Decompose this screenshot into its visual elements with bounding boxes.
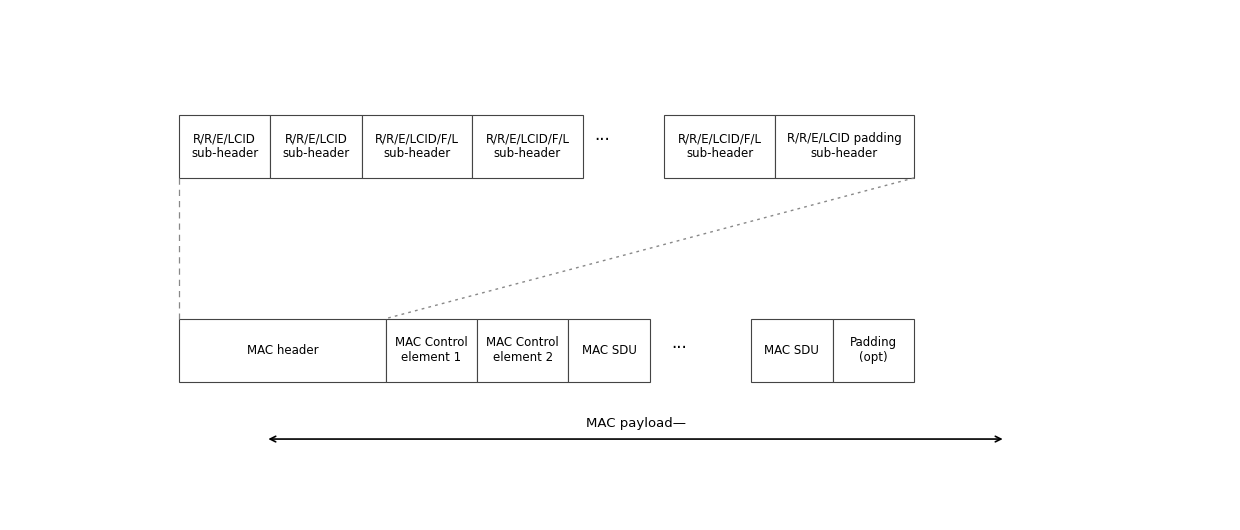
Text: MAC payload—: MAC payload— (585, 417, 686, 430)
Text: R/R/E/LCID
sub-header: R/R/E/LCID sub-header (191, 132, 258, 160)
Text: R/R/E/LCID/F/L
sub-header: R/R/E/LCID/F/L sub-header (374, 132, 459, 160)
Text: R/R/E/LCID
sub-header: R/R/E/LCID sub-header (283, 132, 350, 160)
Text: ...: ... (594, 126, 610, 144)
Bar (179, 114, 270, 178)
Bar (751, 319, 832, 382)
Text: MAC header: MAC header (247, 344, 319, 357)
Bar (386, 319, 477, 382)
Bar (477, 319, 568, 382)
Bar (362, 114, 472, 178)
Text: R/R/E/LCID/F/L
sub-header: R/R/E/LCID/F/L sub-header (677, 132, 761, 160)
Bar (179, 319, 386, 382)
Text: MAC SDU: MAC SDU (582, 344, 636, 357)
Bar (775, 114, 914, 178)
Bar (665, 114, 775, 178)
Text: MAC Control
element 1: MAC Control element 1 (394, 337, 467, 364)
Bar (832, 319, 914, 382)
Text: R/R/E/LCID padding
sub-header: R/R/E/LCID padding sub-header (787, 132, 901, 160)
Text: MAC SDU: MAC SDU (764, 344, 820, 357)
Text: MAC Control
element 2: MAC Control element 2 (486, 337, 559, 364)
Text: Padding
(opt): Padding (opt) (849, 337, 897, 364)
Bar (472, 114, 583, 178)
Bar (270, 114, 362, 178)
Bar (568, 319, 650, 382)
Text: R/R/E/LCID/F/L
sub-header: R/R/E/LCID/F/L sub-header (485, 132, 569, 160)
Text: ...: ... (671, 334, 687, 352)
